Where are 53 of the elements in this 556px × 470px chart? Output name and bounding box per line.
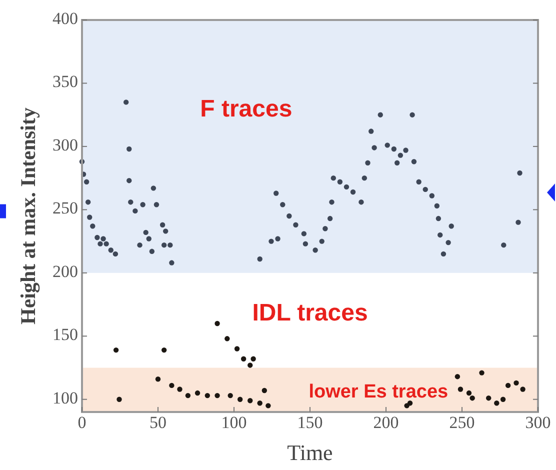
y-tick-label: 250 [52,198,78,218]
point [214,320,220,326]
point [454,374,460,380]
point [505,382,511,388]
y-axis-title: Height at max. Intensity [16,107,40,324]
y-tick-label: 150 [52,325,78,344]
point [466,390,472,396]
y-tick-label: 100 [52,388,78,408]
x-tick-label: 300 [525,413,551,432]
x-tick-label: 150 [297,413,323,432]
y-tick-label: 400 [52,8,78,28]
point [470,395,475,401]
annotation: F traces [200,96,292,123]
point [407,400,413,406]
point [520,386,526,392]
point [185,392,191,398]
point [155,376,161,382]
point [234,346,240,352]
point [500,396,506,402]
point [248,398,253,404]
point [177,386,182,392]
point [257,400,262,406]
point [479,370,484,376]
point [248,362,253,368]
point [214,392,220,398]
point [250,356,256,362]
x-tick-label: 50 [150,413,166,432]
point [161,347,167,353]
point [486,395,492,401]
annotation: IDL traces [252,299,368,326]
x-tick-label: 200 [373,413,399,432]
point [240,356,246,362]
point [514,380,519,386]
point [494,400,500,406]
point [237,396,243,402]
x-tick-label: 100 [221,413,247,432]
point [204,392,210,398]
point [458,386,464,392]
y-tick-label: 350 [52,72,78,92]
point [194,390,200,396]
point [113,347,119,353]
y-tick-label: 300 [52,135,78,154]
point [116,396,122,402]
point [169,382,174,388]
x-tick-label: 0 [78,413,86,432]
y-tick-label: 200 [52,262,78,281]
point [228,392,233,398]
annotation: lower Es traces [308,381,448,402]
point [262,388,267,394]
point [224,336,230,342]
x-axis-title: Time [287,440,333,465]
point [266,403,271,408]
x-tick-label: 250 [449,413,475,432]
